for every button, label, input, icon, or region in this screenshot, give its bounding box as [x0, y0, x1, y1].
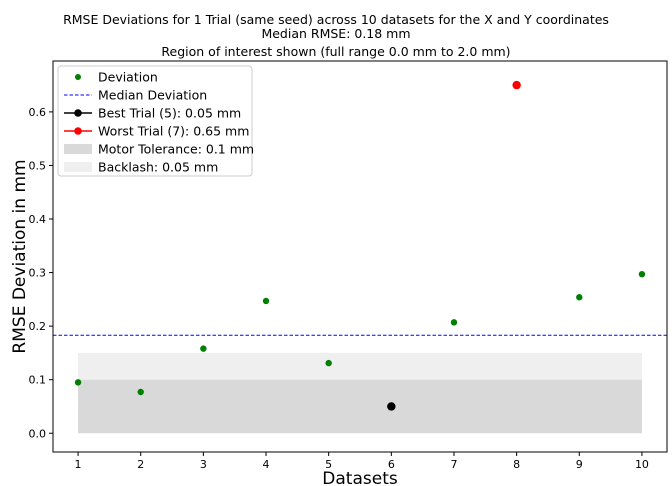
- worst-trial-point: [512, 80, 521, 90]
- chart-subtitle-region: Region of interest shown (full range 0.0…: [161, 44, 511, 59]
- y-tick-label: 0.3: [29, 267, 47, 280]
- plot-frame: [52, 60, 668, 453]
- data-point: [638, 270, 646, 278]
- y-tick-label: 0.1: [29, 374, 47, 387]
- legend-label: Backlash: 0.05 mm: [98, 160, 218, 175]
- legend-box: [57, 65, 253, 177]
- data-points: [74, 80, 646, 411]
- backlash-band: [78, 352, 642, 380]
- y-tick-label: 0.2: [29, 320, 47, 333]
- x-tick-label: 6: [388, 458, 395, 471]
- x-tick-label: 3: [200, 458, 207, 471]
- legend-label: Deviation: [98, 70, 158, 85]
- data-point: [137, 388, 144, 396]
- y-axis-label: RMSE Deviation in mm: [10, 159, 30, 353]
- legend-marker-deviation: [75, 74, 81, 80]
- x-tick-label: 8: [513, 458, 520, 471]
- x-tick-label: 7: [450, 458, 457, 471]
- legend-marker-patch: [64, 144, 92, 154]
- legend-label: Median Deviation: [98, 88, 207, 103]
- legend-marker-dot: [74, 109, 82, 117]
- x-tick-label: 10: [635, 458, 649, 471]
- legend-label: Motor Tolerance: 0.1 mm: [98, 142, 254, 157]
- x-tick-label: 1: [75, 458, 82, 471]
- legend-marker-patch: [64, 162, 92, 172]
- y-axis-ticks: 0.0 0.1 0.2 0.3 0.4 0.5 0.6: [29, 106, 53, 440]
- data-point: [200, 345, 207, 352]
- data-point: [262, 297, 270, 305]
- legend-label: Best Trial (5): 0.05 mm: [98, 106, 241, 121]
- legend-label: Worst Trial (7): 0.65 mm: [98, 124, 249, 139]
- motor-tolerance-band: [78, 379, 642, 434]
- data-point: [74, 379, 82, 386]
- data-point: [576, 294, 583, 301]
- data-point: [325, 359, 332, 367]
- y-tick-label: 0.6: [29, 106, 47, 119]
- x-tick-label: 5: [325, 458, 332, 471]
- x-axis-label: Datasets: [322, 469, 398, 486]
- x-tick-label: 2: [137, 458, 144, 471]
- legend: Deviation Median Deviation Best Trial (5):…: [57, 65, 254, 177]
- legend-marker-dot: [74, 127, 82, 135]
- y-tick-label: 0.0: [29, 427, 47, 440]
- x-tick-label: 4: [263, 458, 270, 471]
- y-tick-label: 0.5: [29, 159, 47, 172]
- x-axis-ticks: 1 2 3 4 5 6 7 8 9 10: [75, 452, 649, 471]
- data-point: [450, 319, 458, 326]
- chart-subtitle-median: Median RMSE: 0.18 mm: [261, 26, 411, 41]
- y-tick-label: 0.4: [29, 213, 47, 226]
- best-trial-point: [387, 402, 396, 411]
- chart-title: RMSE Deviations for 1 Trial (same seed) …: [63, 12, 609, 27]
- tolerance-bands: [78, 352, 642, 434]
- x-tick-label: 9: [576, 458, 583, 471]
